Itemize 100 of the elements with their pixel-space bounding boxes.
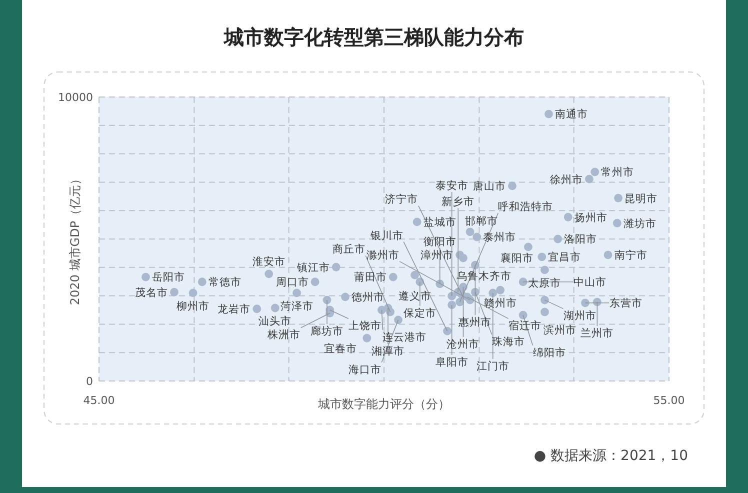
annotation: 德州市 [351, 290, 384, 304]
annotation: 赣州市 [484, 296, 517, 310]
annotation: 衡阳市 [423, 234, 456, 248]
point [310, 278, 320, 286]
point [188, 288, 198, 298]
annotation: 商丘市 [332, 242, 366, 256]
chart-title: 城市数字化转型第三梯队能力分布 [223, 25, 524, 49]
point [332, 262, 340, 272]
point [612, 218, 622, 228]
annotation: 南通市 [554, 108, 588, 121]
annotation: 淮安市 [252, 254, 286, 268]
x-tick-label: 45.00 [83, 394, 115, 407]
annotation: 南宁市 [614, 248, 648, 262]
point [362, 334, 372, 342]
annotation: 莆田市 [354, 270, 387, 284]
point [518, 278, 528, 286]
point [564, 212, 572, 222]
annotation: 珠海市 [492, 334, 526, 348]
annotation: 湘潭市 [371, 344, 404, 358]
point [341, 292, 350, 302]
point [264, 270, 274, 278]
point [540, 266, 549, 274]
annotation: 海口市 [348, 362, 382, 376]
y-tick-label: 10000 [58, 90, 93, 104]
point [538, 252, 546, 262]
annotation: 太原市 [528, 276, 562, 290]
annotation: 常州市 [601, 166, 634, 179]
annotation: 漳州市 [420, 248, 454, 262]
y-tick-label: 0 [86, 374, 93, 388]
point [443, 326, 452, 336]
annotation: 惠州市 [458, 316, 492, 329]
point [524, 242, 532, 252]
annotation: 银川市 [369, 228, 404, 242]
point [466, 228, 474, 236]
annotation: 沧州市 [446, 337, 480, 350]
annotation: 镇江市 [296, 260, 330, 274]
annotation: 菏泽市 [280, 299, 314, 312]
point [170, 288, 178, 296]
annotation: 乌鲁木齐市 [456, 270, 512, 283]
point [388, 272, 398, 282]
annotation: 徐州市 [550, 172, 583, 186]
annotation: 兰州市 [580, 326, 614, 340]
point [252, 304, 262, 314]
annotation: 昆明市 [624, 192, 658, 205]
point [412, 218, 422, 226]
annotation: 茂名市 [134, 286, 168, 299]
x-tick-label: 55.00 [653, 394, 685, 407]
point [394, 316, 402, 324]
annotation: 唐山市 [473, 180, 506, 193]
annotation: 周口市 [276, 276, 309, 289]
point [590, 168, 600, 176]
text: ● 数据来源：2021，10 [534, 448, 688, 464]
annotation: 济宁市 [385, 192, 418, 206]
point [448, 300, 456, 310]
annotation: 扬州市 [574, 210, 608, 224]
annotation: 洛阳市 [564, 232, 598, 246]
annotation: 常德市 [208, 276, 242, 289]
point [270, 304, 280, 312]
annotation: 遵义市 [398, 289, 432, 302]
point [472, 232, 482, 242]
annotation: 滁州市 [366, 248, 400, 262]
annotation: 上饶市 [348, 319, 382, 332]
point [581, 298, 590, 308]
annotation: 宿迁市 [508, 318, 542, 332]
point [448, 292, 456, 300]
annotation: 襄阳市 [500, 252, 534, 265]
annotation: 龙岩市 [218, 302, 251, 316]
annotation: 邯郸市 [464, 214, 498, 228]
point [198, 278, 206, 286]
point [142, 272, 150, 282]
point [554, 234, 562, 244]
annotation: 呼和浩特市 [498, 200, 553, 213]
annotation: 滨州市 [544, 324, 577, 337]
point [540, 296, 549, 304]
annotation: 湖州市 [564, 309, 597, 322]
annotation: 柳州市 [176, 299, 210, 312]
annotation: 新乡市 [442, 195, 475, 208]
point [459, 254, 468, 262]
annotation: 汕头市 [258, 314, 292, 328]
annotation: 绵阳市 [532, 346, 566, 359]
point [496, 286, 504, 294]
annotation: 泰安市 [435, 179, 468, 192]
point [614, 194, 622, 202]
annotation: 中山市 [573, 276, 606, 289]
annotation: 宜昌市 [548, 250, 582, 264]
annotation: 潍坊市 [623, 216, 656, 230]
y-axis-title: 2020 城市GDP（亿元） [68, 172, 82, 306]
point [508, 182, 516, 190]
point [585, 174, 594, 184]
annotation: 阜阳市 [435, 355, 468, 368]
annotation: 株洲市 [266, 328, 301, 342]
point [410, 270, 419, 280]
annotation: 泰州市 [483, 230, 516, 244]
annotation: 保定市 [403, 306, 436, 320]
annotation: 岳阳市 [152, 270, 185, 284]
annotation: 廊坊市 [310, 324, 344, 338]
point [604, 250, 612, 260]
annotation: 连云港市 [382, 330, 427, 344]
annotation: 宜春市 [324, 342, 357, 356]
point [540, 308, 549, 316]
